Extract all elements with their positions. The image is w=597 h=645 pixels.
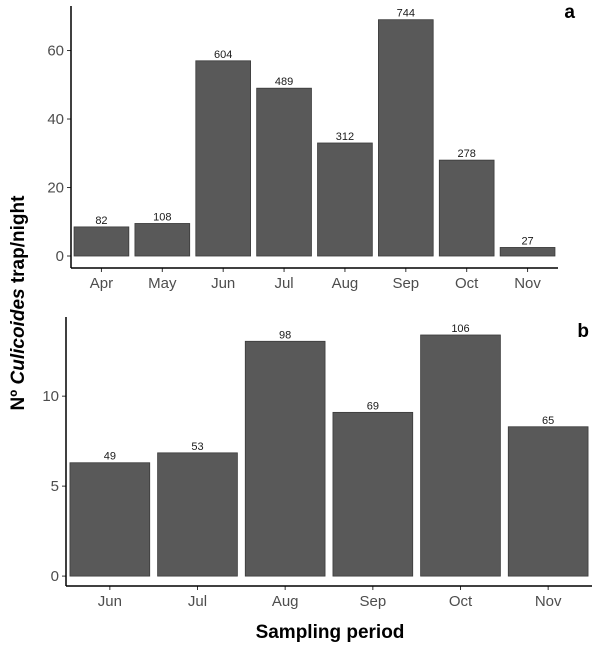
bar-value-label: 98 bbox=[279, 329, 291, 341]
bar-b-jul bbox=[157, 452, 238, 577]
bar-value-label: 604 bbox=[214, 49, 232, 61]
bar-a-jul bbox=[256, 87, 312, 257]
bar-value-label: 27 bbox=[521, 235, 533, 247]
bar-a-jun bbox=[195, 60, 251, 257]
x-tick-label: May bbox=[148, 275, 177, 292]
x-tick-label: Jul bbox=[274, 275, 293, 292]
y-tick-label: 40 bbox=[47, 111, 64, 128]
panel-label-a: a bbox=[564, 2, 575, 23]
bar-value-label: 489 bbox=[275, 76, 293, 88]
panel-label-b: b bbox=[577, 321, 589, 342]
bar-a-sep bbox=[378, 19, 434, 257]
bar-value-label: 312 bbox=[336, 131, 354, 143]
x-tick-label: Oct bbox=[455, 275, 479, 292]
bar-a-nov bbox=[499, 247, 556, 257]
bar-value-label: 69 bbox=[367, 400, 379, 412]
bar-b-sep bbox=[332, 411, 414, 577]
bar-a-aug bbox=[317, 142, 373, 257]
bar-value-label: 106 bbox=[451, 323, 469, 335]
x-tick-label: Nov bbox=[514, 275, 541, 292]
y-tick-label: 5 bbox=[51, 478, 59, 495]
x-tick-label: Apr bbox=[90, 275, 113, 292]
bar-value-label: 744 bbox=[397, 8, 415, 20]
y-axis-title-prefix: Nº bbox=[8, 385, 29, 411]
bar-b-aug bbox=[244, 340, 326, 577]
bar-value-label: 53 bbox=[191, 441, 203, 453]
y-axis-title-italic: Culicoides bbox=[8, 288, 29, 384]
x-tick-label: Nov bbox=[535, 593, 562, 610]
bar-value-label: 82 bbox=[95, 215, 107, 227]
y-tick-label: 60 bbox=[47, 43, 64, 60]
x-axis-title: Sampling period bbox=[256, 622, 405, 643]
x-tick-label: Oct bbox=[449, 593, 473, 610]
x-tick-label: Jun bbox=[211, 275, 235, 292]
y-tick-label: 20 bbox=[47, 180, 64, 197]
x-tick-label: Jun bbox=[98, 593, 122, 610]
y-tick-label: 0 bbox=[56, 248, 64, 265]
bar-value-label: 49 bbox=[104, 451, 116, 463]
x-tick-label: Jul bbox=[188, 593, 207, 610]
bar-a-oct bbox=[438, 159, 495, 257]
panel-a: 82 Apr 108 May 604 Jun 489 Jul 312 Aug 744 Sep 278 Oc… bbox=[47, 2, 575, 292]
y-tick-label: 0 bbox=[51, 568, 59, 585]
bar-value-label: 278 bbox=[458, 148, 476, 160]
y-axis-title-suffix: trap/night bbox=[8, 195, 29, 289]
bar-value-label: 108 bbox=[153, 211, 171, 223]
y-axis-title: Nº Culicoides trap/night bbox=[8, 195, 29, 411]
bar-b-oct bbox=[420, 334, 501, 577]
bar-a-apr bbox=[73, 226, 130, 257]
y-tick-label: 10 bbox=[42, 388, 59, 405]
bar-value-label: 65 bbox=[542, 415, 554, 427]
bar-b-nov bbox=[507, 426, 589, 577]
x-tick-label: Aug bbox=[332, 275, 359, 292]
bar-b-jun bbox=[69, 462, 151, 577]
x-tick-label: Sep bbox=[392, 275, 419, 292]
panel-b: 49 Jun 53 Jul 98 Aug 69 Sep 106 Oct 65 Nov 0 5 10 b bbox=[42, 317, 592, 610]
bar-a-may bbox=[134, 223, 191, 257]
x-tick-label: Aug bbox=[272, 593, 299, 610]
x-tick-label: Sep bbox=[359, 593, 386, 610]
